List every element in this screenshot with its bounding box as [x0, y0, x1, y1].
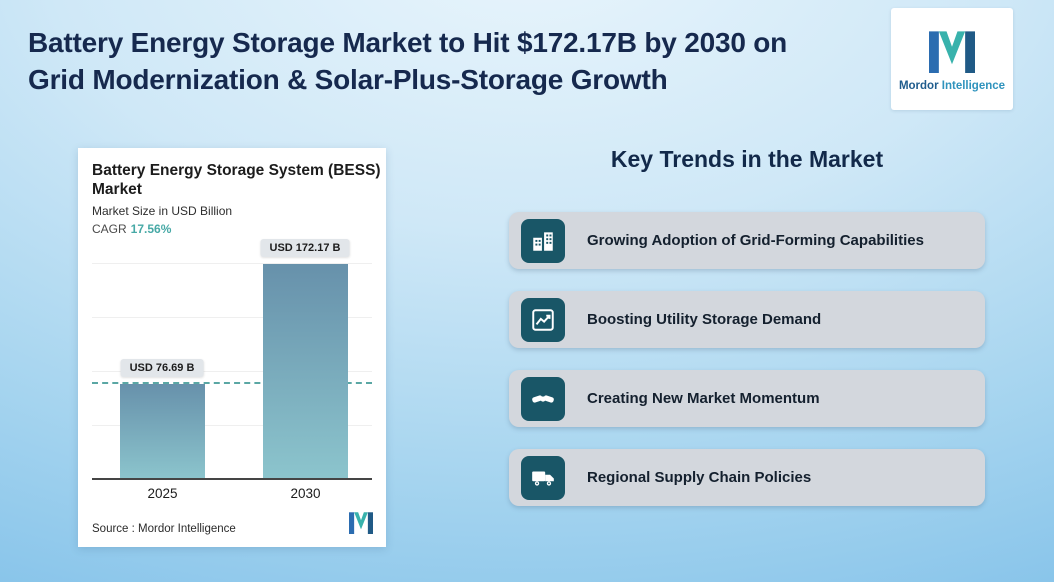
brand-name: Mordor Intelligence — [899, 80, 1005, 92]
x-axis-label-2030: 2030 — [290, 486, 321, 501]
mordor-m-logo-icon — [349, 512, 373, 534]
chart-subtitle: Market Size in USD Billion — [92, 204, 233, 218]
chart-mini-logo — [346, 510, 376, 539]
trend-card-supply-chain: Regional Supply Chain Policies — [509, 449, 985, 506]
trends-heading: Key Trends in the Market — [610, 146, 884, 172]
gridline — [92, 425, 372, 426]
bess-market-chart-card: Battery Energy Storage System (BESS) Mar… — [78, 148, 386, 547]
chart-title: Battery Energy Storage System (BESS) Mar… — [92, 161, 381, 199]
trend-icon-box — [521, 218, 565, 263]
chart-title-line2: Market — [92, 181, 142, 198]
bar-chart-plot: USD 76.69 B USD 172.17 B 2025 2030 — [92, 239, 372, 501]
bar-value-pill: USD 76.69 B — [120, 359, 204, 377]
handshake-icon — [532, 394, 554, 403]
trend-label: Boosting Utility Storage Demand — [587, 311, 822, 328]
bar-value-pill: USD 172.17 B — [260, 239, 350, 257]
trend-icon-box — [521, 376, 565, 421]
trend-label: Creating New Market Momentum — [587, 390, 820, 407]
dashed-reference-line — [92, 382, 372, 384]
chart-bar — [263, 264, 348, 480]
mordor-m-logo-icon — [929, 30, 975, 73]
trend-label: Regional Supply Chain Policies — [587, 469, 812, 486]
trend-label: Growing Adoption of Grid-Forming Capabil… — [587, 232, 924, 249]
cagr-label: CAGR — [92, 222, 127, 236]
trend-card-market-momentum: Creating New Market Momentum — [509, 370, 985, 427]
buildings-icon — [533, 231, 553, 251]
x-axis-line — [92, 478, 372, 480]
line-chart-icon — [532, 308, 554, 331]
chart-bar — [120, 384, 205, 480]
trend-card-grid-forming: Growing Adoption of Grid-Forming Capabil… — [509, 212, 985, 269]
brand-name-intelligence: Intelligence — [941, 79, 1006, 92]
cagr-value: 17.56% — [130, 222, 172, 236]
chart-title-line1: Battery Energy Storage System (BESS) — [92, 162, 381, 179]
brand-logo-box: Mordor Intelligence — [891, 8, 1013, 110]
trend-icon-box — [521, 455, 565, 500]
chart-source: Source : Mordor Intelligence — [92, 523, 236, 535]
x-axis-label-2025: 2025 — [147, 486, 178, 501]
trend-icon-box — [521, 297, 565, 342]
gridline — [92, 317, 372, 318]
chart-cagr: CAGR 17.56% — [92, 222, 171, 236]
page-title-line1: Battery Energy Storage Market to Hit $17… — [28, 27, 788, 58]
delivery-truck-icon — [532, 471, 554, 486]
brand-name-mordor: Mordor — [898, 79, 939, 92]
trend-card-utility-storage: Boosting Utility Storage Demand — [509, 291, 985, 348]
gridline — [92, 371, 372, 372]
gridline — [92, 263, 372, 264]
page-title: Battery Energy Storage Market to Hit $17… — [28, 24, 787, 98]
page-title-line2: Grid Modernization & Solar-Plus-Storage … — [28, 64, 668, 95]
